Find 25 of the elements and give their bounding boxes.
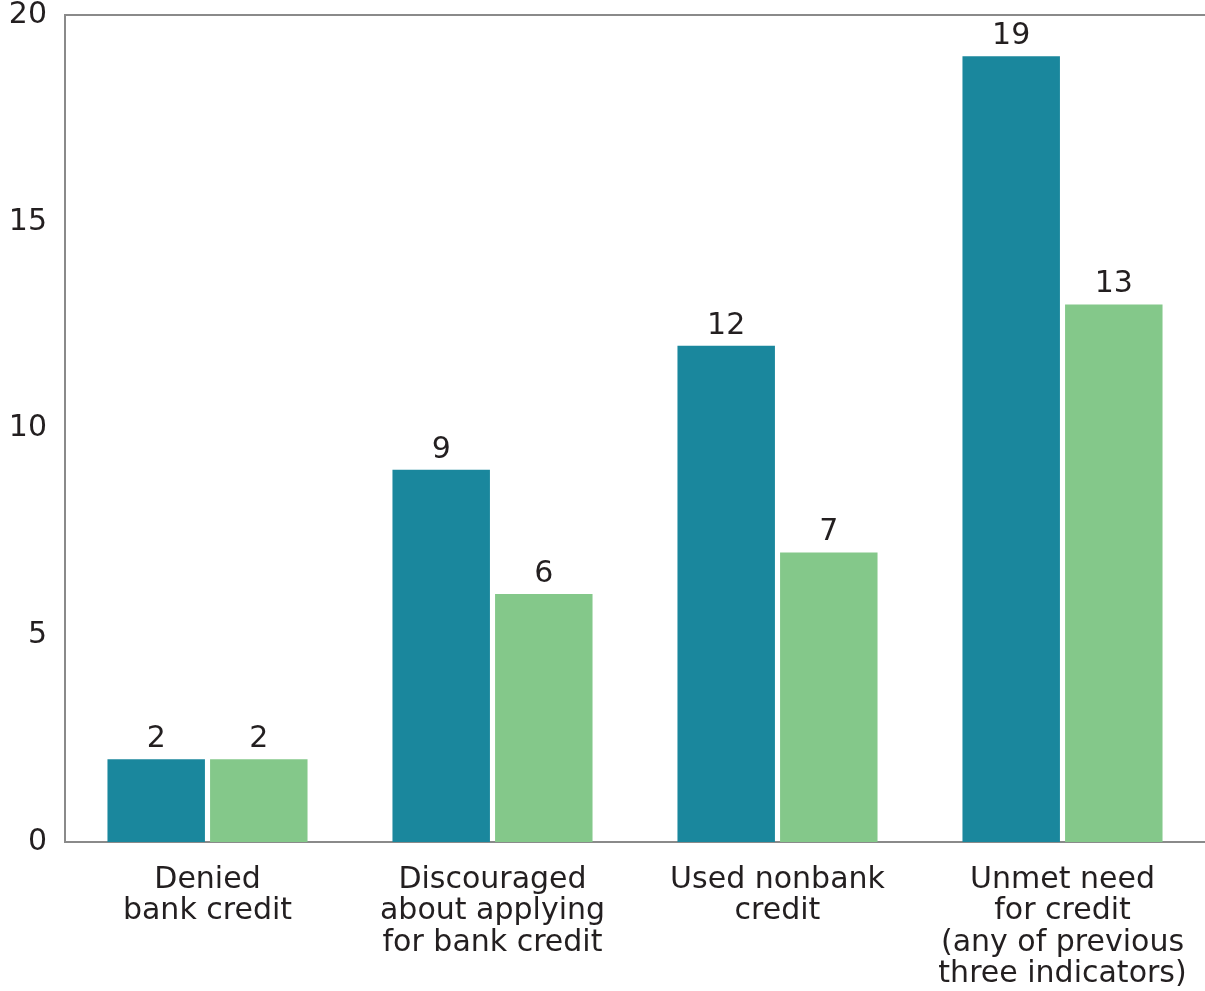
y-tick-label: 15 xyxy=(8,201,47,237)
x-tick-label: Denied bank credit xyxy=(122,859,293,927)
bar xyxy=(677,345,775,842)
data-label: 12 xyxy=(707,305,746,341)
x-tick-label: Discouraged about applying for bank credit xyxy=(379,859,606,958)
y-tick-label: 20 xyxy=(8,0,47,30)
x-tick-label: Unmet need for credit (any of previous three indicators) xyxy=(938,859,1187,990)
y-tick-label: 5 xyxy=(27,615,47,651)
data-label: 6 xyxy=(534,553,554,589)
bar xyxy=(495,593,593,842)
y-tick-label: 10 xyxy=(8,408,47,444)
y-tick-label: 0 xyxy=(27,821,47,857)
bar xyxy=(392,469,490,842)
bar xyxy=(780,552,878,842)
data-label: 19 xyxy=(992,16,1031,52)
bar xyxy=(962,56,1060,842)
data-label: 7 xyxy=(819,512,839,548)
data-label: 13 xyxy=(1094,264,1133,300)
bar xyxy=(107,759,205,842)
x-tick-label: Used nonbank credit xyxy=(670,859,886,927)
bar xyxy=(1065,304,1163,842)
data-label: 2 xyxy=(146,719,166,755)
data-label: 2 xyxy=(249,719,269,755)
bar xyxy=(210,759,308,842)
data-label: 9 xyxy=(431,429,451,465)
